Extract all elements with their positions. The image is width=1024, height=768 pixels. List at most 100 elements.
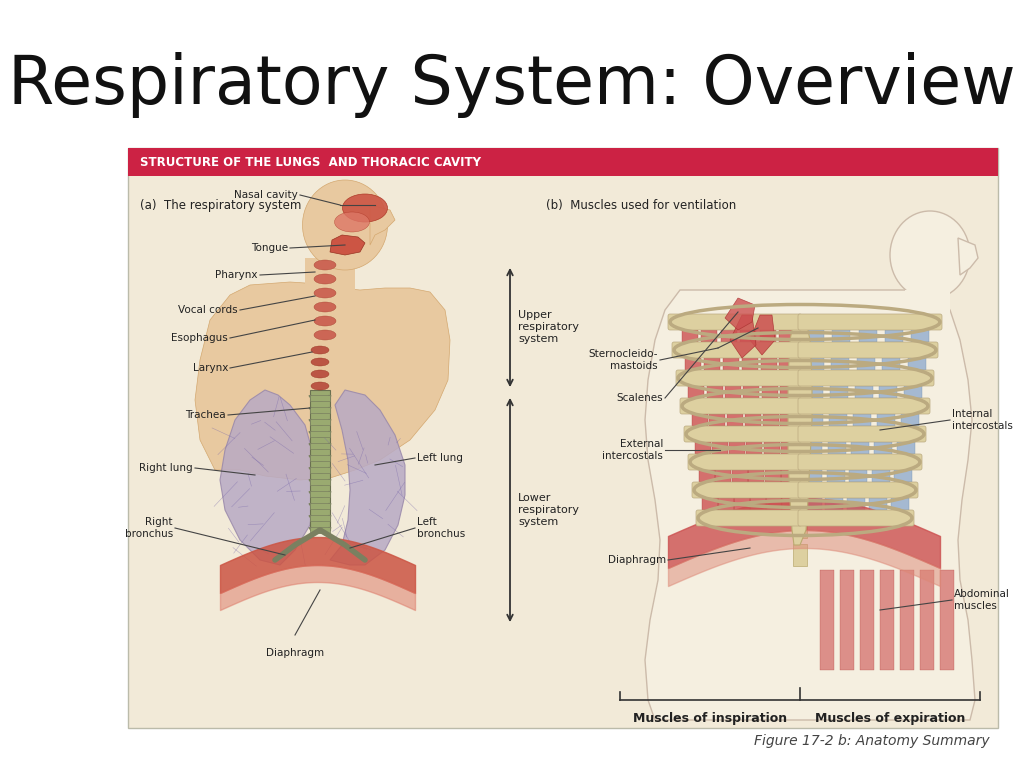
Ellipse shape: [311, 358, 329, 366]
Bar: [741, 358, 758, 370]
Bar: [855, 386, 872, 398]
Polygon shape: [725, 298, 755, 330]
Bar: [703, 358, 720, 370]
Bar: [793, 376, 807, 398]
Text: Internal
intercostals: Internal intercostals: [952, 409, 1013, 431]
FancyBboxPatch shape: [798, 314, 942, 330]
Ellipse shape: [890, 211, 970, 299]
Bar: [829, 386, 848, 398]
Polygon shape: [958, 238, 978, 275]
Bar: [847, 498, 865, 510]
Bar: [871, 470, 890, 482]
Bar: [911, 330, 929, 342]
Bar: [748, 470, 764, 482]
Bar: [780, 386, 796, 398]
Bar: [763, 414, 778, 426]
Ellipse shape: [314, 288, 336, 298]
Text: Pharynx: Pharynx: [215, 270, 258, 280]
Text: Nasal cavity: Nasal cavity: [234, 190, 298, 200]
Bar: [806, 330, 824, 342]
FancyBboxPatch shape: [688, 454, 802, 470]
FancyBboxPatch shape: [310, 515, 330, 521]
Bar: [805, 442, 822, 454]
Bar: [727, 414, 743, 426]
Bar: [721, 330, 736, 342]
Bar: [894, 470, 912, 482]
Text: Left
bronchus: Left bronchus: [417, 517, 465, 539]
Bar: [710, 414, 725, 426]
Ellipse shape: [314, 330, 336, 340]
FancyBboxPatch shape: [310, 467, 330, 473]
FancyBboxPatch shape: [696, 510, 802, 526]
Ellipse shape: [335, 212, 370, 232]
FancyBboxPatch shape: [676, 370, 802, 386]
Bar: [804, 498, 821, 510]
FancyBboxPatch shape: [798, 426, 926, 442]
Text: Tongue: Tongue: [251, 243, 288, 253]
Ellipse shape: [314, 316, 336, 326]
Bar: [740, 330, 756, 342]
Bar: [761, 358, 776, 370]
FancyBboxPatch shape: [798, 454, 922, 470]
FancyBboxPatch shape: [680, 398, 802, 414]
Bar: [718, 498, 734, 510]
Text: (b)  Muscles used for ventilation: (b) Muscles used for ventilation: [546, 200, 736, 213]
Bar: [940, 570, 954, 670]
Bar: [901, 414, 919, 426]
Polygon shape: [750, 315, 775, 355]
Ellipse shape: [314, 302, 336, 312]
Text: Lower
respiratory
system: Lower respiratory system: [518, 493, 579, 527]
Bar: [793, 488, 807, 510]
Text: Diaphragm: Diaphragm: [608, 555, 666, 565]
Bar: [723, 358, 738, 370]
Bar: [828, 414, 847, 426]
Bar: [877, 414, 895, 426]
Text: STRUCTURE OF THE LUNGS  AND THORACIC CAVITY: STRUCTURE OF THE LUNGS AND THORACIC CAVI…: [140, 155, 481, 168]
Bar: [858, 330, 877, 342]
FancyBboxPatch shape: [310, 395, 330, 401]
Text: Abdominal
muscles: Abdominal muscles: [954, 589, 1010, 611]
Bar: [701, 330, 717, 342]
Bar: [793, 516, 807, 538]
Text: Sternocleido-
mastoids: Sternocleido- mastoids: [589, 349, 658, 371]
Text: Esophagus: Esophagus: [171, 333, 228, 343]
Text: Larynx: Larynx: [193, 363, 228, 373]
Bar: [305, 258, 355, 318]
Bar: [874, 442, 892, 454]
Bar: [891, 498, 908, 510]
Ellipse shape: [342, 194, 387, 222]
Bar: [860, 570, 874, 670]
Bar: [734, 498, 750, 510]
Polygon shape: [370, 205, 395, 245]
Text: (a)  The respiratory system: (a) The respiratory system: [140, 200, 301, 213]
Ellipse shape: [311, 370, 329, 378]
Bar: [831, 358, 849, 370]
Bar: [806, 358, 823, 370]
Bar: [820, 570, 834, 670]
Text: Left lung: Left lung: [417, 453, 463, 463]
Ellipse shape: [311, 382, 329, 390]
Bar: [900, 570, 914, 670]
Bar: [128, 148, 998, 728]
Text: Muscles of expiration: Muscles of expiration: [815, 712, 966, 725]
Bar: [904, 386, 923, 398]
Ellipse shape: [314, 274, 336, 284]
Text: Scalenes: Scalenes: [616, 393, 663, 403]
Bar: [765, 470, 780, 482]
Text: Vocal cords: Vocal cords: [178, 305, 238, 315]
FancyBboxPatch shape: [684, 426, 802, 442]
Bar: [793, 348, 807, 370]
Bar: [793, 404, 807, 426]
Bar: [880, 570, 894, 670]
Bar: [698, 470, 715, 482]
Bar: [793, 320, 807, 342]
FancyBboxPatch shape: [798, 482, 918, 498]
Polygon shape: [330, 235, 365, 255]
Bar: [695, 442, 711, 454]
Text: Trachea: Trachea: [185, 410, 226, 420]
Bar: [685, 358, 700, 370]
Bar: [310, 390, 330, 530]
FancyBboxPatch shape: [310, 491, 330, 497]
Bar: [780, 442, 797, 454]
Bar: [750, 498, 766, 510]
